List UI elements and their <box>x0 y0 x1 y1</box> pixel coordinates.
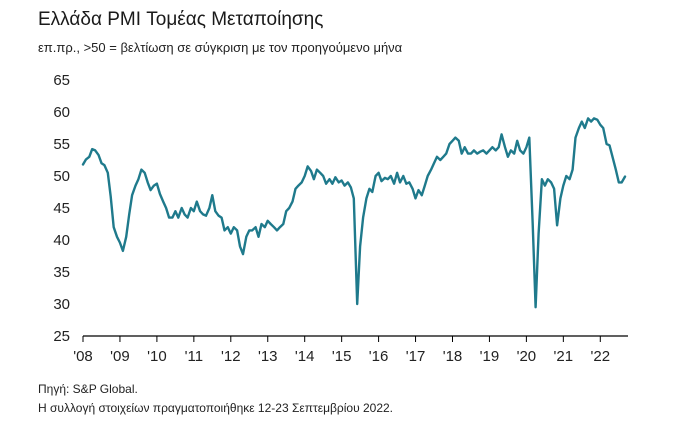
x-tick-label: '19 <box>480 348 500 365</box>
y-tick-label: 50 <box>53 168 70 185</box>
chart-subtitle: επ.πρ., >50 = βελτίωση σε σύγκριση με το… <box>38 40 403 55</box>
series-layer <box>81 117 627 309</box>
x-tick-label: '18 <box>443 348 463 365</box>
source-note: Πηγή: S&P Global. <box>38 382 138 396</box>
y-tick-label: 55 <box>53 136 70 153</box>
x-tick-label: '20 <box>517 348 537 365</box>
x-tick-label: '11 <box>185 348 203 365</box>
x-tick-label: '16 <box>369 348 389 365</box>
chart-title: Ελλάδα PMI Τομέας Μεταποίησης <box>38 9 324 30</box>
y-tick-label: 45 <box>53 200 70 217</box>
y-axis: 65 60 55 50 45 40 35 30 25 <box>53 72 70 345</box>
y-tick-label: 40 <box>53 232 70 249</box>
x-tick-label: '09 <box>110 348 130 365</box>
y-tick-label: 30 <box>53 296 70 313</box>
x-tick-label: '10 <box>147 348 167 365</box>
x-tick-label: '08 <box>73 348 93 365</box>
x-tick-label: '17 <box>406 348 426 365</box>
y-tick-label: 25 <box>53 328 70 345</box>
collection-note: Η συλλογή στοιχείων πραγματοποιήθηκε 12-… <box>38 401 393 415</box>
x-tick-label: '21 <box>554 348 574 365</box>
pmi-series-line <box>81 117 627 309</box>
x-axis: '08 '09 '10 '11 '12 '13 '14 '15 '16 '17 '18 '19 '20 '… <box>73 335 628 365</box>
x-tick-label: '13 <box>258 348 278 365</box>
x-tick-label: '22 <box>591 348 611 365</box>
x-tick-label: '15 <box>332 348 352 365</box>
y-tick-label: 60 <box>53 104 70 121</box>
y-tick-label: 65 <box>53 72 70 89</box>
x-tick-label: '12 <box>221 348 241 365</box>
x-tick-label: '14 <box>295 348 315 365</box>
y-tick-label: 35 <box>53 264 70 281</box>
